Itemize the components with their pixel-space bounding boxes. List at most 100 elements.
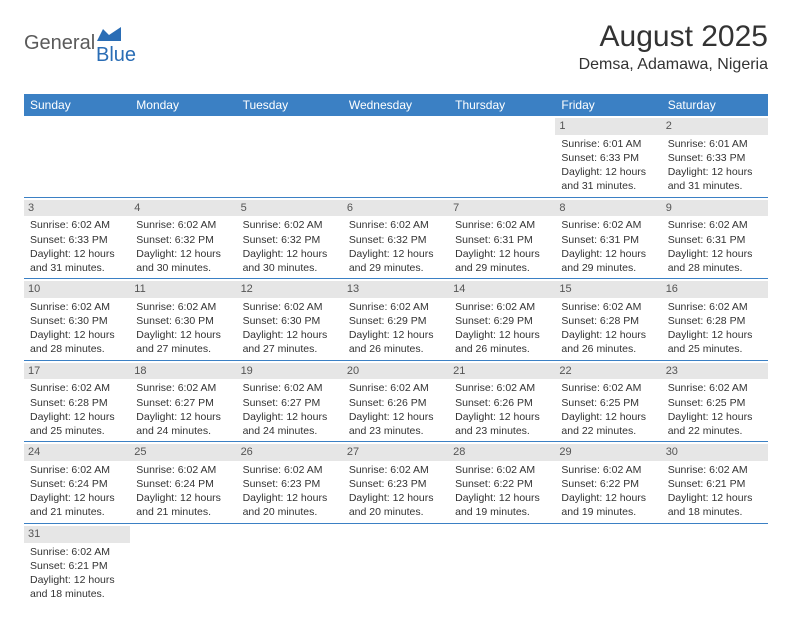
daylight-text: and 26 minutes.: [349, 342, 443, 356]
day-number: 2: [662, 118, 768, 135]
weekday-header-row: Sunday Monday Tuesday Wednesday Thursday…: [24, 94, 768, 116]
day-number: 22: [555, 363, 661, 380]
daylight-text: and 22 minutes.: [561, 424, 655, 438]
page-title: August 2025: [579, 20, 768, 54]
daylight-text: and 30 minutes.: [136, 261, 230, 275]
daylight-text: Daylight: 12 hours: [30, 410, 124, 424]
daylight-text: Daylight: 12 hours: [349, 491, 443, 505]
calendar-row: 10Sunrise: 6:02 AMSunset: 6:30 PMDayligh…: [24, 279, 768, 361]
calendar-row: 24Sunrise: 6:02 AMSunset: 6:24 PMDayligh…: [24, 442, 768, 524]
daylight-text: and 25 minutes.: [30, 424, 124, 438]
sunset-text: Sunset: 6:31 PM: [561, 233, 655, 247]
sunrise-text: Sunrise: 6:02 AM: [455, 463, 549, 477]
calendar-cell-empty: [555, 523, 661, 604]
sunrise-text: Sunrise: 6:02 AM: [561, 381, 655, 395]
daylight-text: and 18 minutes.: [30, 587, 124, 601]
sunrise-text: Sunrise: 6:02 AM: [30, 218, 124, 232]
sunrise-text: Sunrise: 6:02 AM: [455, 381, 549, 395]
daylight-text: and 23 minutes.: [349, 424, 443, 438]
daylight-text: and 30 minutes.: [243, 261, 337, 275]
sunrise-text: Sunrise: 6:02 AM: [136, 463, 230, 477]
calendar-cell: 3Sunrise: 6:02 AMSunset: 6:33 PMDaylight…: [24, 197, 130, 279]
sunrise-text: Sunrise: 6:02 AM: [561, 463, 655, 477]
sunrise-text: Sunrise: 6:02 AM: [243, 300, 337, 314]
page: General August 2025 Demsa, Adamawa, Nige…: [0, 0, 792, 624]
calendar-cell: 27Sunrise: 6:02 AMSunset: 6:23 PMDayligh…: [343, 442, 449, 524]
sunset-text: Sunset: 6:30 PM: [30, 314, 124, 328]
sunrise-text: Sunrise: 6:01 AM: [668, 137, 762, 151]
day-number: 7: [449, 200, 555, 217]
sunset-text: Sunset: 6:26 PM: [455, 396, 549, 410]
sunset-text: Sunset: 6:24 PM: [30, 477, 124, 491]
daylight-text: Daylight: 12 hours: [561, 247, 655, 261]
daylight-text: Daylight: 12 hours: [243, 410, 337, 424]
day-number: 27: [343, 444, 449, 461]
daylight-text: and 19 minutes.: [455, 505, 549, 519]
daylight-text: and 24 minutes.: [243, 424, 337, 438]
sunrise-text: Sunrise: 6:02 AM: [243, 218, 337, 232]
sunset-text: Sunset: 6:22 PM: [561, 477, 655, 491]
sunset-text: Sunset: 6:32 PM: [136, 233, 230, 247]
sunset-text: Sunset: 6:27 PM: [136, 396, 230, 410]
calendar-cell: 29Sunrise: 6:02 AMSunset: 6:22 PMDayligh…: [555, 442, 661, 524]
sunrise-text: Sunrise: 6:02 AM: [349, 381, 443, 395]
calendar-cell: 6Sunrise: 6:02 AMSunset: 6:32 PMDaylight…: [343, 197, 449, 279]
daylight-text: and 21 minutes.: [30, 505, 124, 519]
sunset-text: Sunset: 6:22 PM: [455, 477, 549, 491]
calendar-cell: 31Sunrise: 6:02 AMSunset: 6:21 PMDayligh…: [24, 523, 130, 604]
sunrise-text: Sunrise: 6:02 AM: [668, 300, 762, 314]
calendar-cell: 15Sunrise: 6:02 AMSunset: 6:28 PMDayligh…: [555, 279, 661, 361]
daylight-text: and 21 minutes.: [136, 505, 230, 519]
daylight-text: Daylight: 12 hours: [243, 491, 337, 505]
sunset-text: Sunset: 6:30 PM: [243, 314, 337, 328]
daylight-text: Daylight: 12 hours: [30, 491, 124, 505]
sunrise-text: Sunrise: 6:02 AM: [561, 218, 655, 232]
calendar-cell: 11Sunrise: 6:02 AMSunset: 6:30 PMDayligh…: [130, 279, 236, 361]
sunrise-text: Sunrise: 6:02 AM: [243, 381, 337, 395]
daylight-text: Daylight: 12 hours: [668, 165, 762, 179]
sunrise-text: Sunrise: 6:02 AM: [136, 300, 230, 314]
daylight-text: and 31 minutes.: [30, 261, 124, 275]
calendar-cell: 1Sunrise: 6:01 AMSunset: 6:33 PMDaylight…: [555, 116, 661, 197]
calendar-cell: 22Sunrise: 6:02 AMSunset: 6:25 PMDayligh…: [555, 360, 661, 442]
daylight-text: Daylight: 12 hours: [668, 410, 762, 424]
daylight-text: Daylight: 12 hours: [349, 328, 443, 342]
daylight-text: Daylight: 12 hours: [561, 328, 655, 342]
day-number: 3: [24, 200, 130, 217]
weekday-header: Friday: [555, 94, 661, 116]
sunrise-text: Sunrise: 6:02 AM: [136, 381, 230, 395]
calendar-cell: 10Sunrise: 6:02 AMSunset: 6:30 PMDayligh…: [24, 279, 130, 361]
daylight-text: and 25 minutes.: [668, 342, 762, 356]
sunrise-text: Sunrise: 6:02 AM: [136, 218, 230, 232]
daylight-text: Daylight: 12 hours: [561, 165, 655, 179]
sunrise-text: Sunrise: 6:02 AM: [349, 300, 443, 314]
calendar-row: 31Sunrise: 6:02 AMSunset: 6:21 PMDayligh…: [24, 523, 768, 604]
daylight-text: and 28 minutes.: [668, 261, 762, 275]
day-number: 16: [662, 281, 768, 298]
daylight-text: and 24 minutes.: [136, 424, 230, 438]
daylight-text: Daylight: 12 hours: [243, 247, 337, 261]
calendar-cell: 30Sunrise: 6:02 AMSunset: 6:21 PMDayligh…: [662, 442, 768, 524]
calendar-cell-empty: [237, 523, 343, 604]
sunrise-text: Sunrise: 6:02 AM: [668, 463, 762, 477]
day-number: 11: [130, 281, 236, 298]
sunrise-text: Sunrise: 6:02 AM: [30, 381, 124, 395]
sunrise-text: Sunrise: 6:02 AM: [243, 463, 337, 477]
calendar-cell-empty: [237, 116, 343, 197]
daylight-text: and 31 minutes.: [668, 179, 762, 193]
daylight-text: Daylight: 12 hours: [30, 328, 124, 342]
calendar-cell: 21Sunrise: 6:02 AMSunset: 6:26 PMDayligh…: [449, 360, 555, 442]
daylight-text: Daylight: 12 hours: [349, 247, 443, 261]
daylight-text: and 27 minutes.: [136, 342, 230, 356]
calendar-cell: 7Sunrise: 6:02 AMSunset: 6:31 PMDaylight…: [449, 197, 555, 279]
calendar-cell: 4Sunrise: 6:02 AMSunset: 6:32 PMDaylight…: [130, 197, 236, 279]
daylight-text: Daylight: 12 hours: [455, 247, 549, 261]
calendar-cell-empty: [130, 523, 236, 604]
daylight-text: and 31 minutes.: [561, 179, 655, 193]
calendar-cell-empty: [449, 116, 555, 197]
sunset-text: Sunset: 6:27 PM: [243, 396, 337, 410]
daylight-text: Daylight: 12 hours: [136, 328, 230, 342]
calendar-cell: 12Sunrise: 6:02 AMSunset: 6:30 PMDayligh…: [237, 279, 343, 361]
daylight-text: and 29 minutes.: [349, 261, 443, 275]
daylight-text: and 26 minutes.: [455, 342, 549, 356]
